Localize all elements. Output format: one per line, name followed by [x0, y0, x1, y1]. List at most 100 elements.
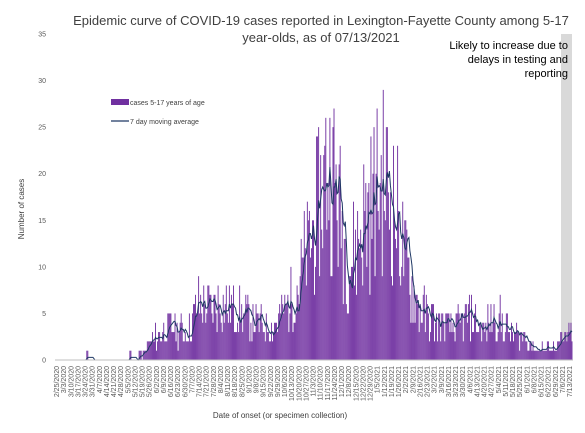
case-bar	[488, 322, 490, 360]
case-bar	[538, 350, 540, 360]
case-bar	[345, 304, 347, 360]
case-bar	[502, 341, 504, 360]
case-bar	[196, 313, 198, 360]
case-bar	[352, 266, 353, 360]
case-bar	[512, 332, 513, 360]
case-bar	[284, 294, 286, 360]
case-bar	[356, 294, 358, 360]
case-bar	[531, 350, 533, 360]
case-bar	[432, 304, 433, 360]
case-bar	[382, 89, 384, 360]
x-tick-label: 7/7/2020	[189, 366, 196, 393]
x-tick-label: 12/22/2020	[360, 366, 367, 401]
case-bar	[337, 266, 339, 360]
case-bar	[194, 304, 195, 360]
case-bar	[171, 332, 173, 360]
case-bar	[166, 341, 168, 360]
case-bar	[557, 341, 559, 360]
case-bar	[553, 341, 554, 360]
case-bar	[223, 322, 225, 360]
case-bar	[156, 350, 158, 360]
case-bar	[388, 229, 390, 360]
x-axis-ticks: 2/25/2020 3/3/2020 3/10/2020 3/17/2020 3/24/…	[54, 366, 574, 401]
x-tick-label: 6/30/2020	[182, 366, 189, 397]
annotation-line-2: delays in testing and	[468, 54, 568, 66]
case-bar	[479, 322, 481, 360]
case-bar	[532, 341, 534, 360]
x-tick-label: 5/11/2021	[503, 366, 510, 397]
x-tick-label: 3/3/2020	[61, 366, 68, 393]
case-bar	[440, 341, 442, 360]
case-bar	[539, 350, 541, 360]
case-bar	[545, 350, 547, 360]
case-bar	[498, 313, 500, 360]
case-bar	[272, 341, 273, 360]
case-bar	[249, 341, 251, 360]
case-bar	[216, 332, 218, 360]
case-bar	[176, 322, 178, 360]
x-tick-label: 4/27/2021	[489, 366, 496, 397]
case-bar	[145, 350, 147, 360]
x-tick-label: 5/12/2020	[132, 366, 139, 397]
case-bar	[331, 276, 333, 360]
x-tick-label: 8/4/2020	[218, 366, 225, 393]
case-bar	[458, 313, 460, 360]
case-bar	[313, 220, 314, 360]
case-bar	[187, 341, 189, 360]
x-tick-label: 5/26/2020	[147, 366, 154, 397]
x-tick-label: 4/13/2021	[474, 366, 481, 397]
x-tick-label: 6/15/2021	[539, 366, 546, 397]
case-bar	[286, 304, 288, 360]
case-bar	[151, 332, 153, 360]
case-bar	[276, 322, 278, 360]
x-tick-label: 4/28/2020	[118, 366, 125, 397]
case-bar	[255, 304, 257, 360]
case-bar	[309, 257, 311, 360]
case-bar	[179, 322, 181, 360]
case-bar	[375, 173, 377, 360]
x-tick-label: 3/16/2021	[446, 366, 453, 397]
case-bar	[409, 294, 411, 360]
case-bar	[367, 192, 369, 360]
x-tick-label: 3/2/2021	[432, 366, 439, 393]
case-bar	[180, 313, 182, 360]
case-bar	[389, 192, 391, 360]
case-bar	[149, 341, 151, 360]
case-bar	[161, 341, 163, 360]
case-bar	[317, 136, 319, 360]
case-bar	[485, 322, 487, 360]
case-bar	[394, 220, 395, 360]
case-bar	[477, 332, 479, 360]
case-bar	[319, 276, 321, 360]
case-bar	[439, 313, 441, 360]
case-bar	[218, 304, 220, 360]
case-bar	[200, 294, 202, 360]
case-bar	[324, 145, 326, 360]
moving-average-line	[61, 167, 573, 361]
case-bar	[546, 341, 548, 360]
case-bar	[406, 229, 408, 360]
case-bar	[259, 313, 261, 360]
case-bar	[150, 341, 152, 360]
case-bar	[501, 313, 503, 360]
case-bar	[348, 276, 350, 360]
case-bar	[206, 313, 208, 360]
case-bar	[295, 313, 297, 360]
case-bar	[541, 341, 543, 360]
case-bar	[184, 332, 186, 360]
case-bar	[333, 108, 335, 360]
case-bar	[433, 304, 434, 360]
case-bar	[328, 220, 330, 360]
y-tick-label: 25	[38, 125, 46, 132]
case-bar	[561, 332, 563, 360]
case-bar	[518, 332, 520, 360]
case-bar	[543, 350, 545, 360]
case-bar	[526, 341, 528, 360]
case-bar	[463, 313, 465, 360]
case-bar	[157, 341, 159, 360]
case-bar	[310, 248, 312, 360]
case-bar	[411, 276, 413, 360]
case-bar	[233, 285, 234, 360]
x-tick-label: 7/13/2021	[567, 366, 574, 397]
y-tick-label: 10	[38, 264, 46, 271]
